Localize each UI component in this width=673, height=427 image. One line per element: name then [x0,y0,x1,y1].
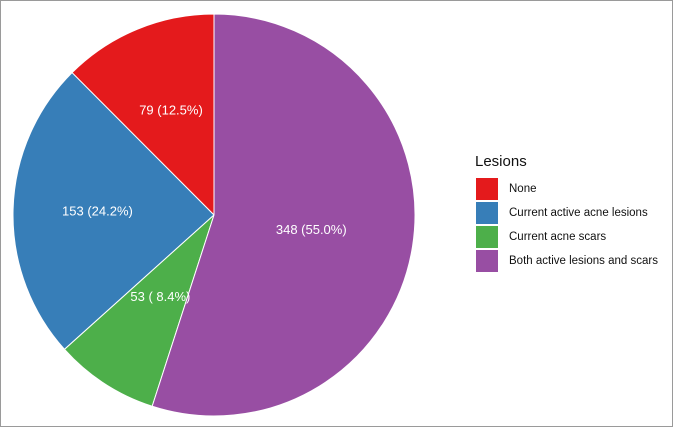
legend: Lesions None Current active acne lesions… [475,153,658,273]
legend-label-none: None [509,183,537,195]
legend-item-none: None [475,177,658,201]
slice-label-current-acne-scars: 53 ( 8.4%) [130,289,190,304]
pie-slice-current-acne-scars [63,213,216,407]
legend-title: Lesions [475,153,527,170]
legend-swatch-acne-scars [475,225,499,249]
slice-label-current-active-acne-lesions: 153 (24.2%) [62,203,133,218]
legend-item-acne-scars: Current acne scars [475,225,658,249]
legend-item-both: Both active lesions and scars [475,249,658,273]
slice-label-both-active-lesions-and-scars: 348 (55.0%) [276,222,347,237]
pie-slice-both-active-lesions-and-scars [151,13,416,417]
legend-label-both: Both active lesions and scars [509,255,658,267]
pie-slice-none [71,13,215,217]
legend-label-acne-scars: Current acne scars [509,231,607,243]
legend-label-active-lesions: Current active acne lesions [509,207,648,219]
legend-swatch-active-lesions [475,201,499,225]
legend-swatch-none [475,177,499,201]
pie-slice-current-active-acne-lesions [12,71,215,351]
slice-label-none: 79 (12.5%) [139,102,203,117]
legend-swatch-both [475,249,499,273]
legend-item-active-lesions: Current active acne lesions [475,201,658,225]
